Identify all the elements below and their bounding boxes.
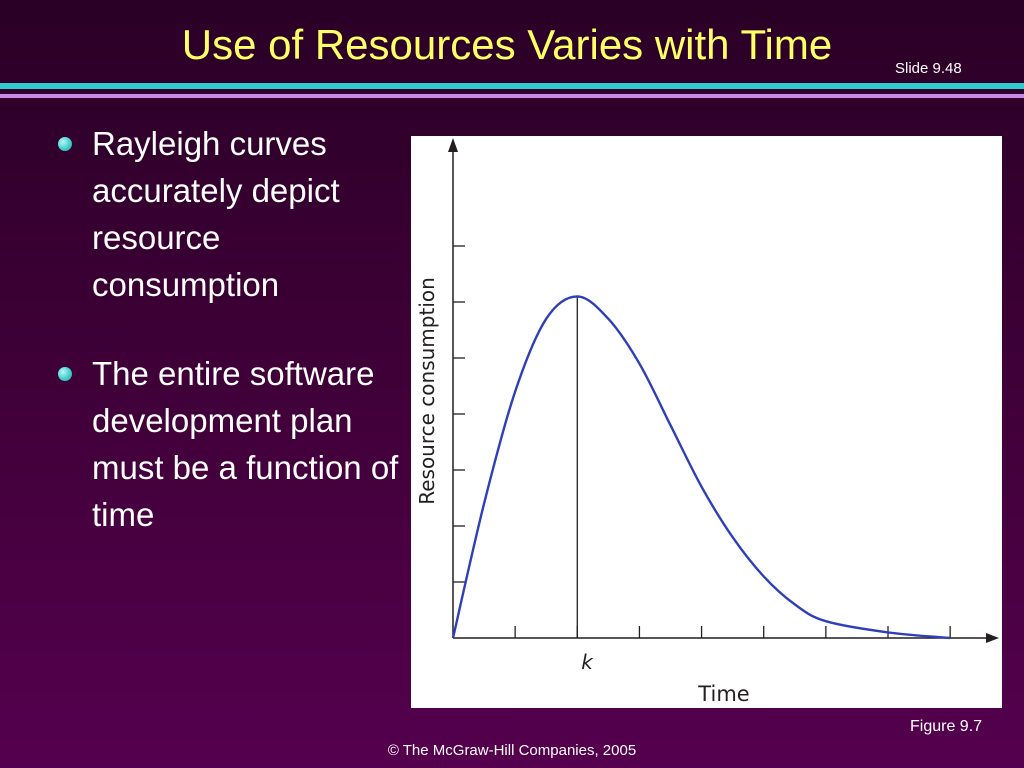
slide-title: Use of Resources Varies with Time	[181, 21, 833, 68]
x-axis-label: Time	[697, 682, 749, 706]
bullet-dot-icon	[58, 367, 72, 381]
title-divider-lilac	[0, 94, 1024, 98]
title-divider-teal	[0, 83, 1024, 89]
rayleigh-chart-svg: Time Resource consumption k	[415, 138, 999, 706]
x-axis-arrow-icon	[986, 633, 999, 643]
bullet-dot-icon	[58, 137, 72, 151]
y-axis-label: Resource consumption	[415, 277, 439, 505]
chart-ticks	[453, 245, 951, 638]
rayleigh-curve-line	[451, 295, 951, 640]
chart-marks	[451, 295, 951, 640]
x-tick-label-k: k	[581, 650, 594, 674]
figure-caption: Figure 9.7	[910, 718, 983, 735]
slide-number: Slide 9.48	[895, 60, 962, 77]
bullet-item: The entire software development plan mus…	[50, 350, 400, 538]
rayleigh-chart: Time Resource consumption k	[411, 136, 1002, 708]
y-axis-arrow-icon	[448, 138, 458, 152]
bullet-list: Rayleigh curves accurately depict resour…	[50, 120, 400, 580]
bullet-text: Rayleigh curves accurately depict resour…	[92, 125, 340, 303]
chart-axes	[448, 138, 999, 643]
bullet-item: Rayleigh curves accurately depict resour…	[50, 120, 400, 308]
bullet-text: The entire software development plan mus…	[92, 355, 399, 533]
copyright-footer: © The McGraw-Hill Companies, 2005	[387, 742, 637, 759]
